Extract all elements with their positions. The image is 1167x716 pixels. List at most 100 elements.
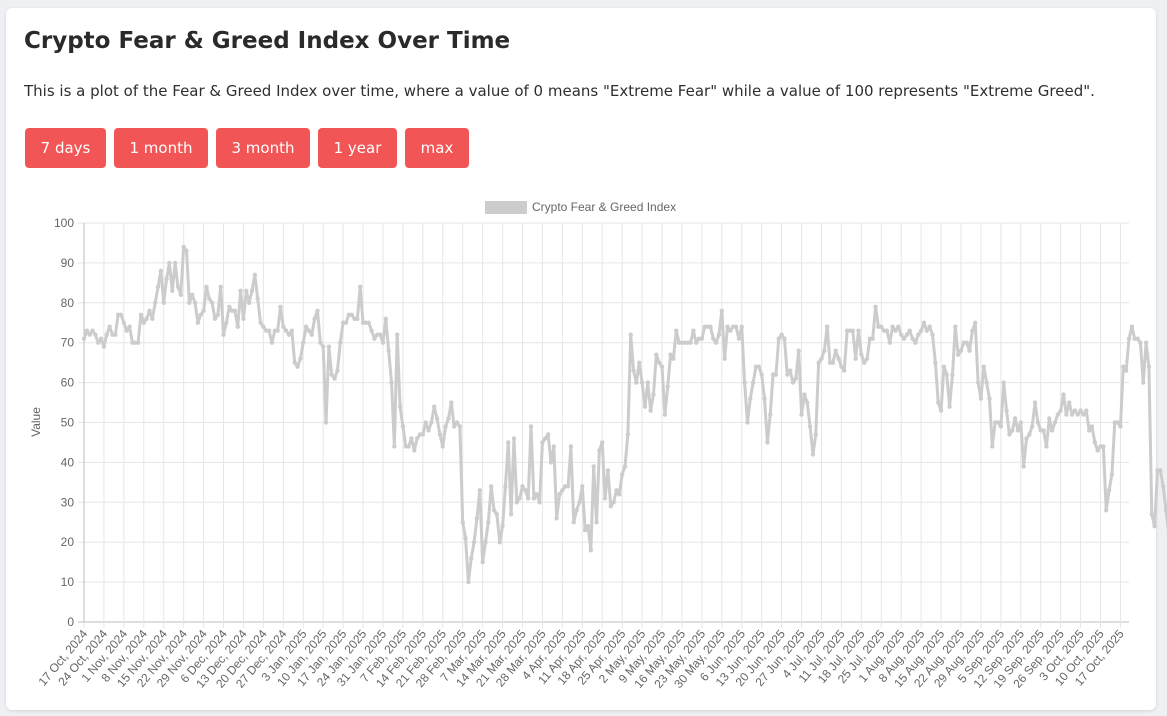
data-point[interactable] <box>312 316 317 321</box>
data-point[interactable] <box>921 320 927 325</box>
data-point[interactable] <box>318 340 323 345</box>
data-point[interactable] <box>708 324 713 329</box>
data-point[interactable] <box>773 372 779 377</box>
data-point[interactable] <box>107 324 112 329</box>
data-point[interactable] <box>207 296 212 302</box>
data-point[interactable] <box>500 524 505 529</box>
data-point[interactable] <box>1004 408 1009 413</box>
data-point[interactable] <box>750 380 756 385</box>
data-point[interactable] <box>870 336 875 341</box>
data-point[interactable] <box>805 400 810 405</box>
data-point[interactable] <box>275 328 280 333</box>
data-point[interactable] <box>429 420 434 425</box>
data-point[interactable] <box>124 328 129 333</box>
data-point[interactable] <box>295 364 300 369</box>
data-point[interactable] <box>1135 336 1140 341</box>
data-point[interactable] <box>1064 412 1069 417</box>
data-point[interactable] <box>178 292 184 298</box>
data-point[interactable] <box>1092 440 1098 445</box>
data-point[interactable] <box>719 308 725 313</box>
data-point[interactable] <box>167 260 172 266</box>
data-point[interactable] <box>890 324 895 329</box>
data-point[interactable] <box>298 356 303 361</box>
data-point[interactable] <box>1001 380 1006 385</box>
data-point[interactable] <box>1163 508 1167 513</box>
data-point[interactable] <box>303 324 309 329</box>
data-point[interactable] <box>292 360 297 365</box>
data-point[interactable] <box>722 356 727 361</box>
data-point[interactable] <box>343 320 349 325</box>
data-point[interactable] <box>392 444 397 449</box>
data-point[interactable] <box>904 332 910 337</box>
data-point[interactable] <box>1123 368 1129 373</box>
data-point[interactable] <box>665 384 670 389</box>
data-point[interactable] <box>537 500 542 505</box>
data-point[interactable] <box>483 540 488 545</box>
data-point[interactable] <box>916 332 921 337</box>
data-point[interactable] <box>451 424 457 429</box>
data-point[interactable] <box>631 368 636 373</box>
data-point[interactable] <box>648 408 653 413</box>
data-point[interactable] <box>950 372 955 377</box>
data-point[interactable] <box>733 324 739 329</box>
data-point[interactable] <box>1081 412 1086 417</box>
data-point[interactable] <box>859 352 864 357</box>
data-point[interactable] <box>958 348 964 353</box>
data-point[interactable] <box>1041 428 1046 433</box>
data-point[interactable] <box>765 440 770 445</box>
data-point[interactable] <box>423 420 428 425</box>
data-point[interactable] <box>235 324 240 329</box>
data-point[interactable] <box>850 328 855 333</box>
data-point[interactable] <box>907 328 912 333</box>
data-point[interactable] <box>659 364 665 369</box>
data-point[interactable] <box>1061 392 1066 397</box>
data-point[interactable] <box>369 328 374 333</box>
data-point[interactable] <box>998 424 1004 429</box>
data-point[interactable] <box>978 396 984 401</box>
data-point[interactable] <box>409 436 414 441</box>
data-point[interactable] <box>625 432 631 437</box>
data-point[interactable] <box>266 328 272 333</box>
data-point[interactable] <box>1055 412 1061 417</box>
data-point[interactable] <box>389 380 394 385</box>
data-point[interactable] <box>406 444 411 449</box>
data-point[interactable] <box>551 444 557 449</box>
data-point[interactable] <box>1138 340 1143 345</box>
data-point[interactable] <box>175 284 181 290</box>
data-point[interactable] <box>588 547 594 553</box>
data-point[interactable] <box>289 328 295 333</box>
data-point[interactable] <box>395 332 400 337</box>
data-point[interactable] <box>506 440 511 445</box>
data-point[interactable] <box>446 416 451 421</box>
data-point[interactable] <box>1095 448 1100 453</box>
data-point[interactable] <box>728 328 733 333</box>
data-point[interactable] <box>477 488 482 493</box>
data-point[interactable] <box>534 492 539 497</box>
data-point[interactable] <box>941 364 947 369</box>
data-point[interactable] <box>699 336 705 341</box>
data-point[interactable] <box>614 488 619 493</box>
data-point[interactable] <box>508 512 514 517</box>
data-point[interactable] <box>332 376 337 381</box>
data-point[interactable] <box>802 392 807 397</box>
data-point[interactable] <box>713 340 719 345</box>
data-point[interactable] <box>338 340 343 345</box>
data-point[interactable] <box>187 300 192 305</box>
data-point[interactable] <box>987 396 992 401</box>
data-point[interactable] <box>414 436 420 441</box>
data-point[interactable] <box>278 304 283 309</box>
data-point[interactable] <box>970 328 975 333</box>
data-point[interactable] <box>967 348 972 353</box>
data-point[interactable] <box>574 508 579 513</box>
data-point[interactable] <box>454 420 460 425</box>
data-point[interactable] <box>688 340 693 345</box>
data-point[interactable] <box>355 316 360 321</box>
data-point[interactable] <box>879 324 884 329</box>
data-point[interactable] <box>520 484 525 489</box>
data-point[interactable] <box>1067 400 1072 405</box>
data-point[interactable] <box>172 260 178 266</box>
data-point[interactable] <box>981 364 986 369</box>
data-point[interactable] <box>810 452 816 457</box>
data-point[interactable] <box>571 520 576 525</box>
data-point[interactable] <box>1058 408 1063 413</box>
